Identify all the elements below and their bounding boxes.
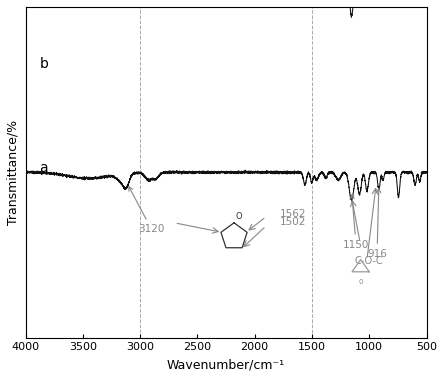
Text: C-O-C: C-O-C [355, 257, 384, 266]
Text: 916: 916 [367, 189, 387, 259]
Text: 3120: 3120 [129, 187, 165, 234]
Y-axis label: Transmittance/%: Transmittance/% [7, 120, 20, 225]
Text: 1562: 1562 [280, 209, 306, 219]
Text: b: b [39, 57, 48, 71]
Text: a: a [39, 161, 48, 175]
Text: o: o [358, 277, 363, 286]
Text: O: O [235, 212, 242, 221]
X-axis label: Wavenumber/cm⁻¹: Wavenumber/cm⁻¹ [167, 358, 285, 371]
Text: 1150: 1150 [343, 195, 369, 249]
Text: 1502: 1502 [280, 217, 306, 227]
